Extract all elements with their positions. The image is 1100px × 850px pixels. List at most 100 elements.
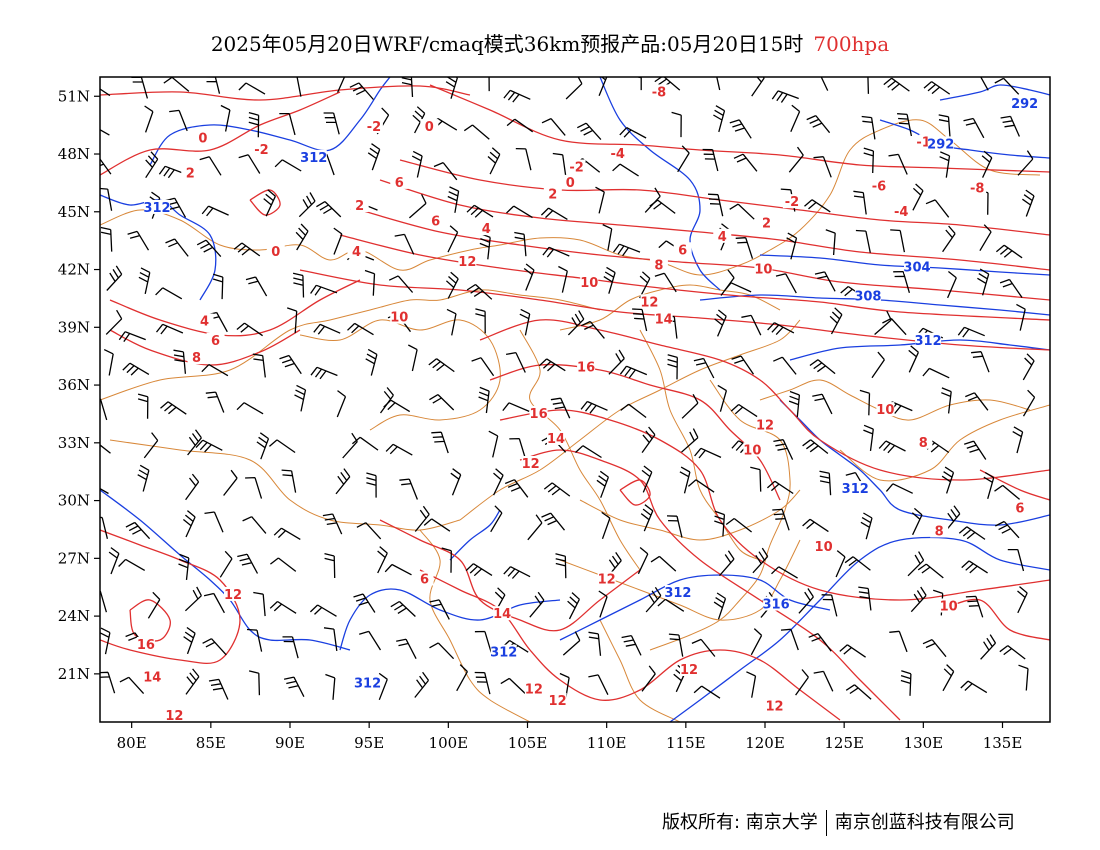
temperature-label: 16 [137, 638, 155, 653]
wind-barb [555, 553, 567, 579]
temperature-label: 10 [754, 263, 772, 278]
map-title: 2025年05月20日WRF/cmaq模式36km预报产品:05月20日15时 7… [0, 28, 1100, 57]
wind-barb [364, 269, 376, 296]
wind-barb [479, 233, 491, 260]
wind-barb [550, 397, 571, 419]
wind-barb [724, 282, 752, 293]
wind-barb [246, 628, 263, 652]
wind-barb [813, 670, 834, 692]
wind-barb [441, 547, 452, 573]
temperature-isoline [109, 279, 361, 337]
wind-barb [773, 356, 797, 375]
wind-barb [819, 470, 832, 496]
wind-barb [983, 471, 995, 499]
wind-barb [212, 273, 224, 300]
wind-barb [119, 676, 145, 695]
wind-barb [890, 229, 906, 253]
label-backdrop [187, 350, 206, 365]
boundary-line [459, 319, 801, 521]
label-backdrop [904, 259, 930, 274]
label-backdrop [876, 402, 895, 417]
label-backdrop [927, 136, 954, 151]
wind-barb [994, 484, 1021, 500]
temperature-label: -4 [894, 205, 908, 220]
temperature-isoline [619, 479, 651, 506]
wind-barb [428, 358, 455, 373]
height-isoline [879, 119, 1050, 159]
wind-barb [298, 192, 316, 218]
temperature-label: 4 [352, 245, 361, 260]
temperature-label: 2 [762, 216, 771, 231]
wind-barb [408, 194, 427, 219]
wind-barb [158, 165, 187, 179]
wind-barb [100, 444, 111, 454]
wind-barb [542, 246, 570, 258]
wind-barb [733, 153, 758, 172]
wind-barb [941, 466, 955, 494]
wind-barb [169, 109, 188, 132]
label-backdrop [390, 174, 409, 189]
temperature-label: 12 [640, 295, 658, 310]
wind-barb [131, 77, 149, 99]
label-backdrop [754, 261, 773, 276]
wind-barb [806, 115, 831, 134]
label-backdrop [914, 434, 933, 449]
wind-barb [219, 550, 233, 578]
wind-barb [108, 547, 120, 575]
wind-barb [810, 77, 829, 91]
wind-barb [202, 638, 227, 656]
wind-barb [802, 439, 829, 455]
temperature-label: 10 [815, 540, 833, 555]
height-label: 312 [664, 586, 691, 601]
wind-barb [808, 632, 832, 652]
boundary-line [559, 284, 781, 331]
label-backdrop [354, 675, 381, 690]
wind-barb [504, 479, 529, 498]
wind-barb [163, 77, 190, 92]
boundary-line [839, 404, 1050, 482]
wind-barb [567, 310, 585, 336]
wind-barb [650, 555, 677, 572]
label-backdrop [543, 186, 562, 201]
wind-barb [1016, 303, 1026, 331]
boundary-line [100, 289, 601, 401]
wind-barb [199, 156, 222, 176]
wind-barb [853, 190, 867, 215]
wind-barb [401, 77, 414, 98]
wind-barb [654, 77, 681, 91]
wind-barb [349, 82, 374, 100]
temperature-label: 2 [186, 166, 195, 181]
wind-barb [829, 307, 843, 335]
wind-barb [488, 430, 499, 458]
wind-barb [900, 670, 912, 696]
wind-barb [1017, 586, 1028, 614]
wind-barb [529, 591, 545, 618]
wind-barb [283, 676, 305, 697]
height-label: 312 [300, 151, 327, 166]
wind-barb [552, 152, 567, 177]
wind-barb [505, 351, 526, 373]
boundary-line [639, 329, 761, 561]
temperature-label: 0 [566, 176, 575, 191]
wind-barb [310, 366, 338, 380]
label-backdrop [968, 180, 987, 195]
wind-barb [957, 326, 985, 338]
wind-barb [295, 223, 309, 251]
wind-barb [501, 639, 529, 653]
lat-label: 33N [58, 434, 90, 452]
wind-barb [687, 479, 715, 493]
wind-barb [269, 600, 297, 614]
wind-barb [506, 205, 533, 219]
wind-barb [252, 353, 266, 378]
temperature-label: 12 [522, 457, 540, 472]
wind-barb [766, 480, 794, 495]
wind-barb [356, 522, 382, 540]
wind-barb [185, 668, 200, 695]
wind-barb [575, 445, 602, 459]
latitude-axis: 51N 48N 45N 42N 39N 36N 33N 30N 27N 24N 21N [58, 87, 100, 683]
wind-barb [772, 508, 790, 531]
wind-barb [100, 187, 113, 211]
wind-barb [786, 232, 798, 260]
wind-barb [127, 230, 150, 251]
temperature-label: 6 [1015, 501, 1024, 516]
